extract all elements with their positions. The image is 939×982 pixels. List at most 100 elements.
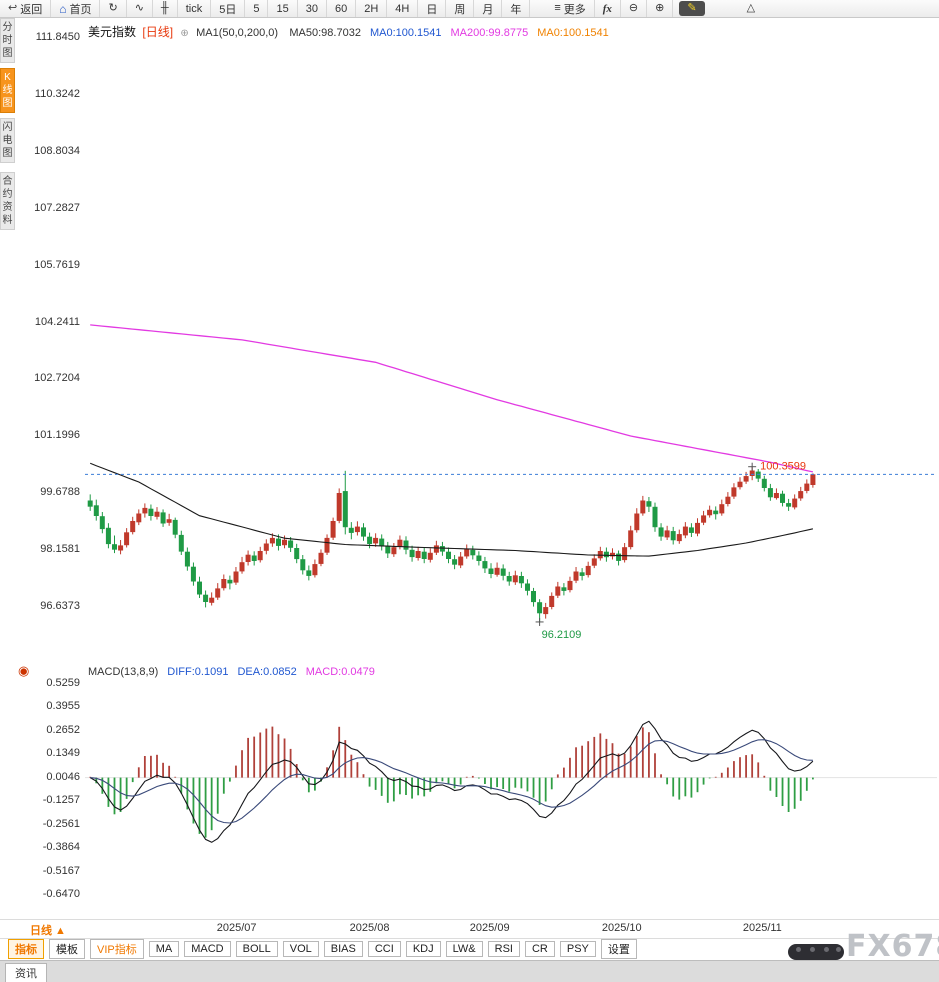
ma-settings-icon[interactable]: ⊕ bbox=[180, 28, 189, 39]
toolbar-label: 月 bbox=[482, 3, 494, 16]
price-axis-label: 110.3242 bbox=[34, 87, 80, 100]
toolbar: ↩ 返回 ⌂ 首页 ↻ ∿ ╫ tick 5日 5 15 30 60 2H 4H 日周月 年 ≡ 更多 fx ⊖ ⊕ ✎ △ bbox=[0, 0, 939, 18]
ma50-line bbox=[89, 462, 814, 557]
macd-settings-icon[interactable]: ◉ bbox=[18, 663, 30, 678]
toolbar-label: 年 bbox=[510, 3, 522, 16]
period-tag: [日线] bbox=[142, 25, 174, 39]
toolbar-label: 60 bbox=[334, 2, 348, 15]
toolbar-zoom-out[interactable]: ⊖ bbox=[621, 0, 648, 17]
toolbar-more[interactable]: ≡ 更多 bbox=[546, 0, 595, 17]
toolbar-label: 5日 bbox=[219, 3, 237, 16]
toolbar-period-week[interactable]: 周 bbox=[446, 0, 475, 17]
macd-header-item: DEA:0.0852 bbox=[237, 666, 297, 678]
back-icon: ↩ bbox=[8, 2, 18, 14]
indicator-tab-bar: 指标 模板 VIP指标 MA MACD BOLL VOL BIAS CCI KDJ LW& RSI CR… bbox=[0, 939, 939, 959]
indicator-tab-模板[interactable]: 模板 bbox=[49, 939, 85, 959]
chart-type-tab-3[interactable]: 闪电图 bbox=[0, 118, 15, 163]
chart-header: 美元指数 [日线] ⊕ MA1(50,0,200,0) MA50:98.7032… bbox=[88, 23, 618, 40]
indicator-tab-MACD[interactable]: MACD bbox=[184, 941, 231, 957]
period-footer[interactable]: 日线 ▲ bbox=[30, 925, 66, 937]
toolbar-period-5d[interactable]: 5日 bbox=[211, 0, 246, 17]
toolbar-draw-pencil[interactable]: ✎ bbox=[679, 1, 705, 16]
separator bbox=[0, 919, 939, 920]
toolbar-draw-flag[interactable]: △ bbox=[739, 0, 763, 17]
price-axis-label: 102.7204 bbox=[34, 372, 80, 385]
ma200-line bbox=[90, 324, 814, 473]
zoom-out-icon: ⊖ bbox=[628, 2, 639, 14]
toolbar-fx-functions[interactable]: fx bbox=[595, 0, 621, 17]
macd-axis-label: -0.6470 bbox=[42, 887, 80, 900]
price-axis-label: 104.2411 bbox=[34, 315, 80, 328]
price-chart-canvas[interactable]: 100.3599 96.2109 bbox=[85, 22, 937, 662]
price-axis-label: 108.8034 bbox=[34, 144, 80, 157]
toolbar-refresh[interactable]: ↻ bbox=[100, 0, 127, 17]
macd-header: MACD(13,8,9) DIFF:0.1091 DEA:0.0852 MACD:0.… bbox=[88, 666, 384, 678]
macd-panel-canvas[interactable] bbox=[85, 664, 937, 916]
indicator-tab-RSI[interactable]: RSI bbox=[487, 941, 520, 957]
ma-settings-label: MA1(50,0,200,0) bbox=[196, 27, 279, 39]
toolbar-back[interactable]: ↩ 返回 bbox=[0, 0, 52, 17]
toolbar-candle-chart[interactable]: ╫ bbox=[153, 0, 178, 17]
news-tab[interactable]: 资讯 bbox=[5, 963, 47, 982]
toolbar-label: 2H bbox=[364, 2, 379, 15]
ma-value: MA50:98.7032 bbox=[289, 27, 361, 39]
date-axis-label: 2025/08 bbox=[349, 922, 390, 934]
toolbar-label: fx bbox=[602, 2, 612, 15]
toolbar-period-day[interactable]: 日 bbox=[418, 0, 447, 17]
toolbar-label: 日 bbox=[426, 3, 438, 16]
macd-axis-label: 0.3955 bbox=[46, 700, 80, 713]
price-axis-label: 111.8450 bbox=[35, 31, 80, 43]
date-axis-label: 2025/10 bbox=[601, 922, 642, 934]
date-axis-label: 2025/09 bbox=[469, 922, 510, 934]
more-icon: ≡ bbox=[554, 2, 561, 14]
line-chart-icon: ∿ bbox=[134, 2, 144, 14]
chart-type-tab-1[interactable]: 分时图 bbox=[0, 18, 15, 63]
toolbar-period-60[interactable]: 60 bbox=[327, 0, 357, 17]
symbol-name: 美元指数 bbox=[88, 25, 137, 39]
toolbar-period-4h[interactable]: 4H bbox=[387, 0, 419, 17]
macd-axis-label: -0.3864 bbox=[42, 841, 80, 854]
indicator-tab-设置[interactable]: 设置 bbox=[600, 939, 637, 959]
toolbar-line-chart[interactable]: ∿ bbox=[127, 0, 153, 17]
indicator-tab-VIP指标[interactable]: VIP指标 bbox=[90, 939, 144, 959]
toolbar-tick-period[interactable]: tick bbox=[178, 0, 212, 17]
macd-axis-label: -0.5167 bbox=[42, 864, 80, 877]
indicator-tab-CR[interactable]: CR bbox=[524, 941, 555, 957]
toolbar-period-15[interactable]: 15 bbox=[268, 0, 298, 17]
indicator-tab-BOLL[interactable]: BOLL bbox=[235, 941, 278, 957]
macd-axis-label: -0.2561 bbox=[42, 817, 80, 830]
status-bar: 资讯 bbox=[0, 960, 939, 982]
indicator-tab-LW&[interactable]: LW& bbox=[445, 941, 483, 957]
separator bbox=[0, 938, 939, 939]
indicator-tab-PSY[interactable]: PSY bbox=[559, 941, 596, 957]
macd-header-item: DIFF:0.1091 bbox=[167, 666, 229, 678]
macd-header-item: MACD(13,8,9) bbox=[88, 666, 159, 678]
toolbar-label: 更多 bbox=[563, 3, 586, 16]
indicator-tab-KDJ[interactable]: KDJ bbox=[405, 941, 441, 957]
indicator-tab-MA[interactable]: MA bbox=[148, 941, 180, 957]
indicator-tab-VOL[interactable]: VOL bbox=[282, 941, 319, 957]
macd-histogram bbox=[89, 726, 814, 838]
toolbar-period-2h[interactable]: 2H bbox=[356, 0, 388, 17]
home-icon: ⌂ bbox=[59, 1, 67, 16]
toolbar-home[interactable]: ⌂ 首页 bbox=[51, 0, 101, 17]
toolbar-label: 4H bbox=[395, 2, 410, 15]
indicator-tab-BIAS[interactable]: BIAS bbox=[323, 941, 363, 957]
chart-type-tab-4[interactable]: 合约资料 bbox=[0, 172, 15, 230]
toolbar-period-year[interactable]: 年 bbox=[502, 0, 531, 17]
indicator-tab-CCI[interactable]: CCI bbox=[367, 941, 401, 957]
draw-flag-icon: △ bbox=[746, 2, 756, 14]
macd-axis-label: 0.1349 bbox=[46, 747, 80, 760]
toolbar-period-5[interactable]: 5 bbox=[245, 0, 269, 17]
macd-axis-label: -0.1257 bbox=[42, 794, 80, 807]
high-price-label: 100.3599 bbox=[760, 461, 806, 473]
toolbar-label: tick bbox=[185, 2, 203, 15]
date-axis-label: 2025/11 bbox=[742, 922, 782, 934]
indicator-tab-指标[interactable]: 指标 bbox=[8, 939, 44, 959]
toolbar-label: 5 bbox=[253, 2, 260, 15]
toolbar-zoom-in[interactable]: ⊕ bbox=[647, 0, 674, 17]
toolbar-period-30[interactable]: 30 bbox=[298, 0, 327, 17]
toolbar-period-month[interactable]: 月 bbox=[474, 0, 503, 17]
